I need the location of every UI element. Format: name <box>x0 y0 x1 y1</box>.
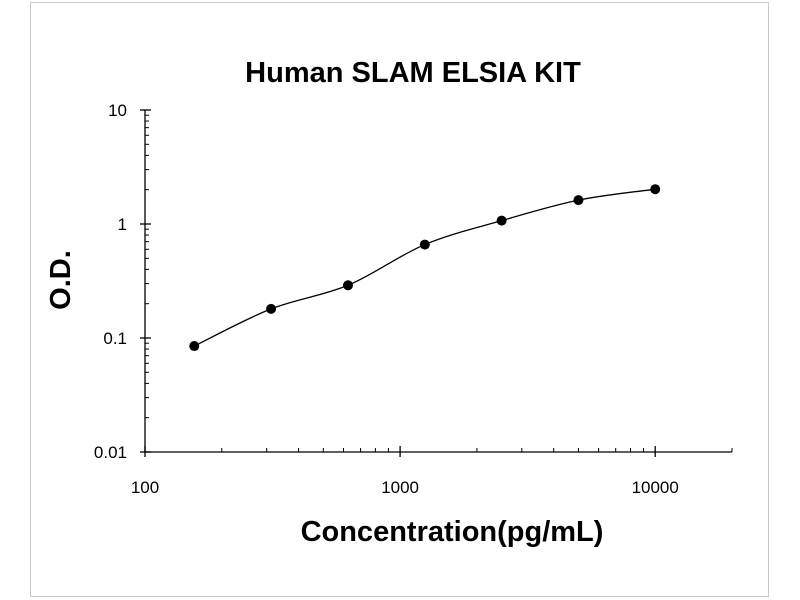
chart-title: Human SLAM ELSIA KIT <box>245 57 581 89</box>
y-axis-label: O.D. <box>45 250 77 310</box>
axes <box>140 109 733 457</box>
data-point <box>496 215 507 226</box>
fit-curve-layer <box>193 188 656 347</box>
y-tick-label: 0.1 <box>103 329 127 348</box>
chart-frame <box>30 2 769 597</box>
y-tick-label: 1 <box>118 215 127 234</box>
x-axis-label: Concentration(pg/mL) <box>301 516 604 548</box>
x-tick-label: 1000 <box>381 478 419 497</box>
data-point <box>650 184 661 195</box>
data-points-layer <box>189 184 661 352</box>
tick-labels-layer: 0.01 0.1 1 10 100 1000 10000 <box>94 101 679 497</box>
y-tick-label: 0.01 <box>94 443 127 462</box>
x-tick-label: 10000 <box>632 478 679 497</box>
fit-curve <box>193 188 656 347</box>
data-point <box>266 303 277 314</box>
data-point <box>189 341 200 352</box>
data-point <box>419 239 430 250</box>
data-point <box>573 195 584 206</box>
y-tick-label: 10 <box>108 101 127 120</box>
x-tick-label: 100 <box>131 478 159 497</box>
data-point <box>343 280 354 291</box>
